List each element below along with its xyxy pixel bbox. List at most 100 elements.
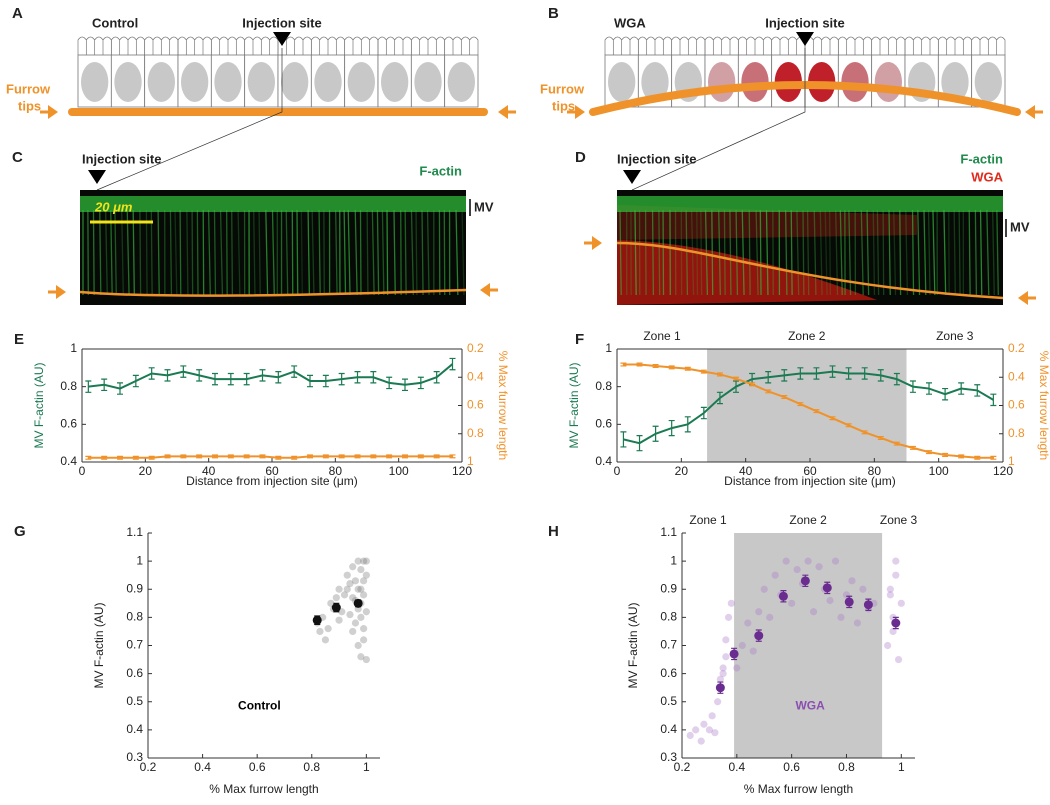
microvilli bbox=[805, 37, 838, 55]
x-tick-label: 0 bbox=[79, 464, 86, 478]
actin-band bbox=[80, 196, 466, 212]
point bbox=[837, 614, 844, 621]
nucleus bbox=[181, 62, 208, 102]
microvilli bbox=[411, 37, 444, 55]
nucleus bbox=[708, 62, 735, 102]
point bbox=[352, 619, 359, 626]
point bbox=[335, 617, 342, 624]
error-bar bbox=[450, 358, 456, 369]
panel-label: C bbox=[12, 149, 23, 166]
microvilli bbox=[178, 37, 211, 55]
panel-label: F bbox=[575, 331, 584, 348]
point bbox=[346, 611, 353, 618]
point bbox=[357, 586, 364, 593]
injection-label: Injection site bbox=[242, 15, 321, 30]
y-tick-label: 1 bbox=[605, 341, 612, 355]
channel-label: WGA bbox=[971, 169, 1003, 184]
injection-label: Injection site bbox=[765, 15, 844, 30]
y-axis-label: MV F-actin (AU) bbox=[567, 362, 581, 448]
x-tick-label: 20 bbox=[675, 464, 689, 478]
actin-streak bbox=[232, 210, 233, 295]
y-tick-label: 0.3 bbox=[660, 750, 677, 764]
zone-shade bbox=[707, 349, 906, 462]
y-tick-label: 0.6 bbox=[595, 417, 612, 431]
line bbox=[88, 456, 452, 457]
y2-axis-label: % Max furrow length bbox=[1037, 351, 1050, 460]
point bbox=[823, 583, 832, 592]
microvilli bbox=[445, 37, 478, 55]
actin-streak bbox=[416, 210, 417, 295]
point bbox=[783, 558, 790, 565]
point bbox=[332, 603, 341, 612]
y2-tick-label: 0.8 bbox=[1008, 426, 1025, 440]
injection-marker bbox=[796, 32, 814, 46]
actin-streak bbox=[192, 210, 193, 295]
point bbox=[739, 642, 746, 649]
point bbox=[709, 712, 716, 719]
y2-tick-label: 0.4 bbox=[1008, 369, 1025, 383]
x-tick-label: 0.8 bbox=[838, 760, 855, 774]
arrow-head bbox=[480, 283, 490, 297]
arrow-head bbox=[1025, 105, 1035, 119]
y-tick-label: 1 bbox=[70, 341, 77, 355]
point bbox=[360, 636, 367, 643]
x-tick-label: 0.4 bbox=[728, 760, 745, 774]
microvilli bbox=[78, 37, 111, 55]
point bbox=[357, 566, 364, 573]
point bbox=[744, 619, 751, 626]
x-tick-label: 100 bbox=[389, 464, 409, 478]
actin-streak bbox=[367, 210, 368, 295]
y-tick-label: 0.4 bbox=[126, 722, 143, 736]
point bbox=[711, 729, 718, 736]
nucleus bbox=[114, 62, 141, 102]
y2-tick-label: 0.4 bbox=[467, 369, 484, 383]
actin-streak bbox=[227, 210, 228, 295]
point bbox=[728, 600, 735, 607]
microvilli bbox=[838, 37, 871, 55]
point bbox=[864, 600, 873, 609]
panel-label: H bbox=[548, 523, 559, 540]
region-label: MV bbox=[474, 199, 494, 214]
x-tick-label: 0 bbox=[614, 464, 621, 478]
point bbox=[892, 558, 899, 565]
actin-streak bbox=[197, 210, 198, 295]
panel-label: G bbox=[14, 523, 26, 540]
injection-label: Injection site bbox=[617, 151, 696, 166]
y-tick-label: 1 bbox=[136, 553, 143, 567]
nucleus bbox=[608, 62, 635, 102]
zone-label: Zone 1 bbox=[643, 329, 681, 343]
point bbox=[700, 721, 707, 728]
point bbox=[363, 656, 370, 663]
x-tick-label: 1 bbox=[898, 760, 905, 774]
point bbox=[895, 656, 902, 663]
y2-tick-label: 0.6 bbox=[1008, 398, 1025, 412]
y-tick-label: 0.4 bbox=[595, 454, 612, 468]
y-tick-label: 0.8 bbox=[595, 379, 612, 393]
y-axis-label: MV F-actin (AU) bbox=[626, 602, 640, 688]
point bbox=[360, 625, 367, 632]
y-tick-label: 0.6 bbox=[60, 417, 77, 431]
injection-marker bbox=[88, 170, 106, 184]
x-axis-label: Distance from injection site (μm) bbox=[186, 474, 358, 488]
nucleus bbox=[81, 62, 108, 102]
y-tick-label: 0.8 bbox=[126, 610, 143, 624]
y-tick-label: 0.4 bbox=[660, 722, 677, 736]
arrow-head bbox=[498, 105, 508, 119]
point bbox=[804, 558, 811, 565]
microvilli bbox=[905, 37, 938, 55]
microvilli bbox=[378, 37, 411, 55]
point bbox=[687, 732, 694, 739]
zone-label: Zone 3 bbox=[936, 329, 974, 343]
point bbox=[755, 608, 762, 615]
x-tick-label: 20 bbox=[139, 464, 153, 478]
nucleus bbox=[248, 62, 275, 102]
x-tick-label: 1 bbox=[363, 760, 370, 774]
point bbox=[794, 566, 801, 573]
point bbox=[826, 597, 833, 604]
actin-streak bbox=[900, 210, 901, 295]
nucleus bbox=[414, 62, 441, 102]
x-axis-label: Distance from injection site (μm) bbox=[724, 474, 896, 488]
y2-tick-label: 1 bbox=[1008, 454, 1015, 468]
point bbox=[730, 649, 739, 658]
